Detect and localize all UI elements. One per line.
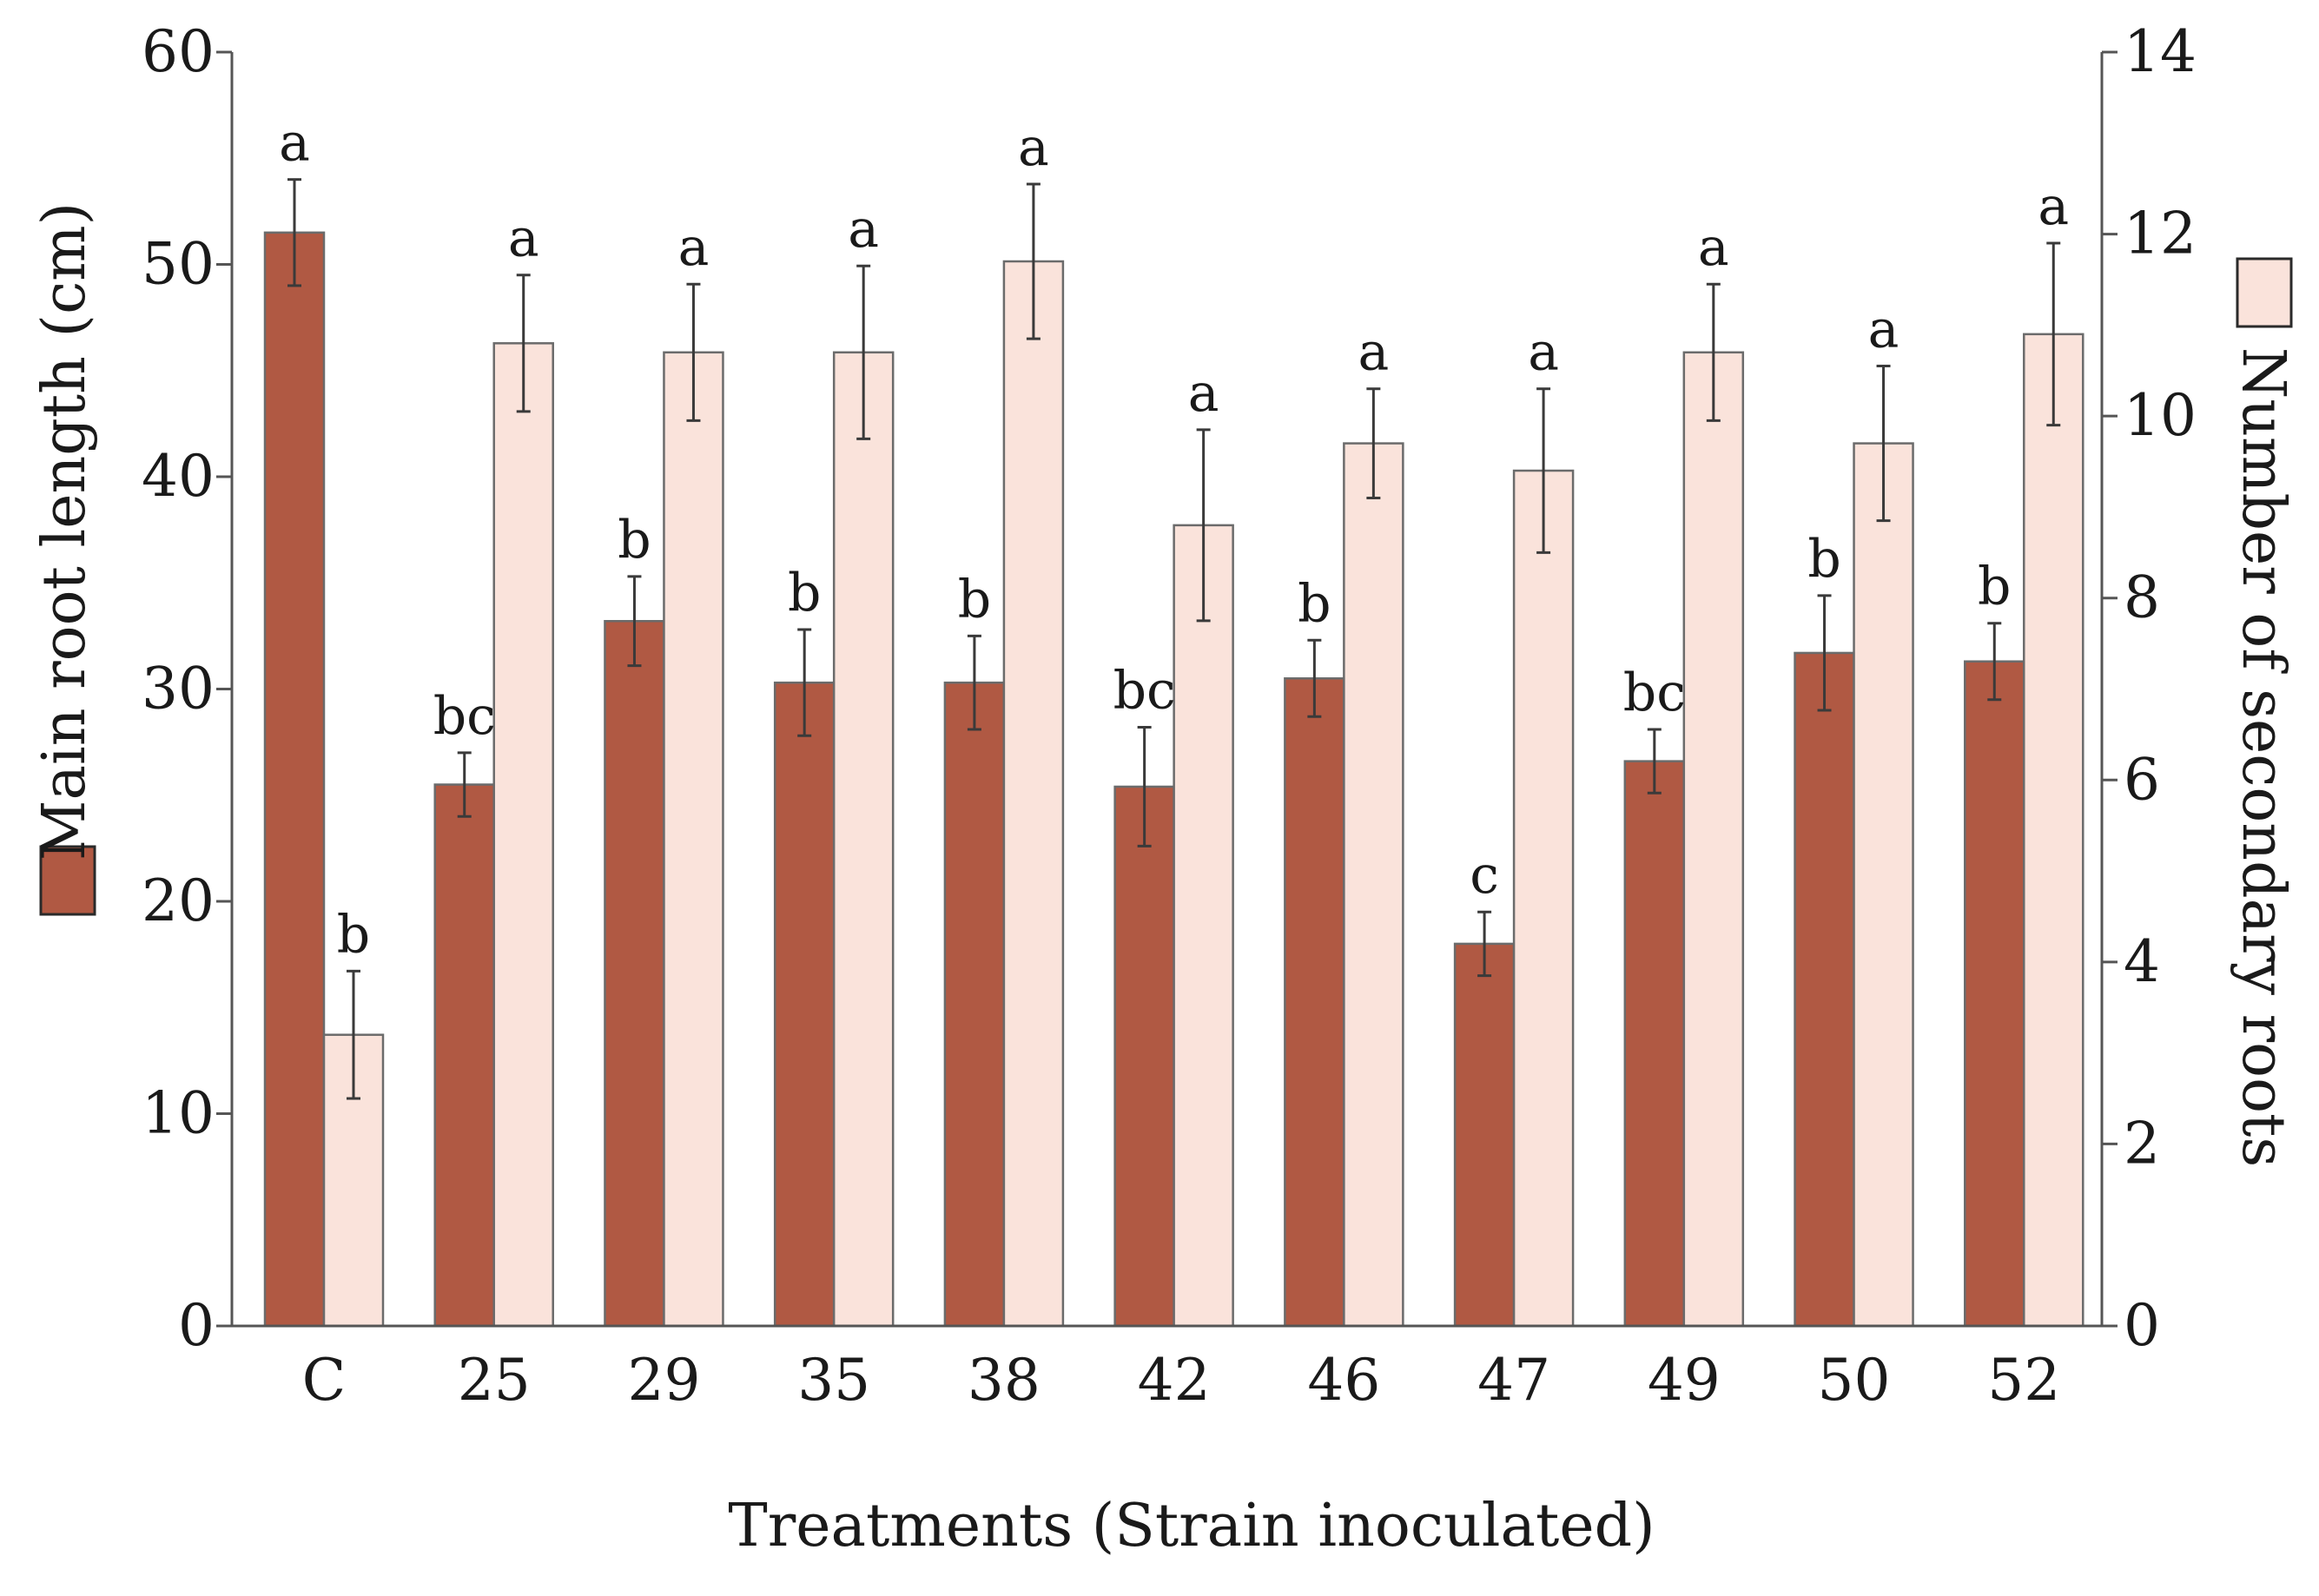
bar-secondary-roots: [1853, 442, 1914, 1328]
x-tick-label: 25: [458, 1347, 531, 1414]
y-left-tick-label: 50: [142, 231, 215, 298]
significance-label-main-root: b: [788, 563, 821, 623]
x-tick-label: 35: [797, 1347, 870, 1414]
x-tick-label: 47: [1477, 1347, 1550, 1414]
bar-main-root-length: [1113, 785, 1175, 1328]
bar-secondary-roots: [1682, 351, 1745, 1328]
significance-label-main-root: c: [1470, 845, 1499, 906]
x-tick-label: 46: [1307, 1347, 1380, 1414]
y-axis-right-title: Number of secondary roots: [2229, 347, 2297, 1168]
bar-secondary-roots: [663, 351, 724, 1328]
y-right-tick-label: 6: [2124, 746, 2160, 813]
y-right-tick-label: 2: [2124, 1110, 2160, 1177]
y-left-tick-label: 60: [142, 18, 215, 85]
significance-label-secondary-roots: a: [1698, 217, 1729, 278]
y-right-tick-label: 12: [2124, 201, 2197, 267]
bar-main-root-length: [1623, 760, 1686, 1328]
y-right-tick-label: 14: [2124, 18, 2197, 85]
y-left-tick-label: 0: [178, 1292, 215, 1359]
bar-secondary-roots: [832, 351, 895, 1328]
bar-main-root-length: [263, 231, 326, 1328]
significance-label-main-root: b: [618, 510, 651, 570]
significance-label-main-root: b: [1978, 557, 2011, 617]
significance-label-secondary-roots: a: [2038, 176, 2069, 237]
significance-label-secondary-roots: a: [508, 208, 539, 269]
significance-labels-group: a b bc a b a b a b a bc a b a c a bc a b a b a: [279, 113, 2069, 966]
bar-main-root-length: [1453, 942, 1516, 1328]
y-right-tick-label: 10: [2124, 382, 2197, 449]
bar-secondary-roots: [492, 342, 554, 1328]
bar-secondary-roots: [1002, 260, 1065, 1328]
error-bars-group: [287, 178, 2061, 1100]
bar-main-root-length: [1284, 677, 1345, 1328]
x-ticks-group: C 25 29 35 38 42 46 47 49 50 52: [302, 1347, 2061, 1414]
y-right-tick-label: 0: [2124, 1292, 2160, 1359]
significance-label-secondary-roots: a: [1188, 363, 1219, 424]
legend-swatch-main-root-length: [39, 845, 96, 916]
right-ticks-group: 0 2 4 6 8 10 12 14: [2102, 18, 2197, 1359]
y-left-tick-label: 40: [142, 443, 215, 510]
bar-main-root-length: [604, 620, 665, 1328]
x-tick-label: C: [302, 1347, 347, 1414]
bar-secondary-roots: [2023, 333, 2084, 1328]
significance-label-main-root: a: [279, 113, 310, 174]
x-tick-label: 38: [968, 1347, 1041, 1414]
significance-label-secondary-roots: b: [337, 904, 370, 965]
significance-label-secondary-roots: a: [1868, 300, 1899, 360]
y-right-tick-label: 8: [2124, 564, 2160, 631]
bars-group: [263, 231, 2084, 1328]
y-left-tick-label: 10: [142, 1080, 215, 1147]
bar-secondary-roots: [1173, 524, 1234, 1328]
legend-swatch-secondary-roots: [2236, 257, 2293, 328]
bar-main-root-length: [433, 783, 495, 1328]
x-tick-label: 29: [627, 1347, 700, 1414]
significance-label-main-root: b: [1807, 529, 1840, 590]
bar-secondary-roots: [1512, 469, 1575, 1328]
y-left-tick-label: 30: [142, 656, 215, 722]
bar-main-root-length: [1964, 660, 2025, 1328]
x-axis-title: Treatments (Strain inoculated): [728, 1492, 1655, 1560]
bar-main-root-length: [773, 681, 836, 1328]
significance-label-secondary-roots: a: [1018, 117, 1049, 178]
significance-label-main-root: bc: [1113, 661, 1176, 722]
x-tick-label: 49: [1648, 1347, 1721, 1414]
significance-label-secondary-roots: a: [1358, 322, 1389, 383]
significance-label-main-root: b: [1298, 573, 1331, 634]
bar-secondary-roots: [1343, 442, 1404, 1328]
significance-label-secondary-roots: a: [1528, 322, 1559, 383]
significance-label-secondary-roots: a: [678, 217, 710, 278]
significance-label-main-root: bc: [433, 686, 496, 747]
significance-label-main-root: bc: [1623, 663, 1686, 723]
bar-main-root-length: [1794, 651, 1855, 1328]
left-ticks-group: 0 10 20 30 40 50 60: [142, 18, 232, 1359]
significance-label-main-root: b: [958, 569, 991, 630]
x-tick-label: 52: [1987, 1347, 2060, 1414]
significance-label-secondary-roots: a: [848, 199, 879, 260]
x-tick-label: 50: [1818, 1347, 1891, 1414]
bar-main-root-length: [943, 681, 1006, 1328]
y-axis-left-title: Main root length (cm): [30, 202, 99, 861]
x-tick-label: 42: [1138, 1347, 1211, 1414]
y-right-tick-label: 4: [2124, 928, 2160, 995]
y-left-tick-label: 20: [142, 867, 215, 934]
